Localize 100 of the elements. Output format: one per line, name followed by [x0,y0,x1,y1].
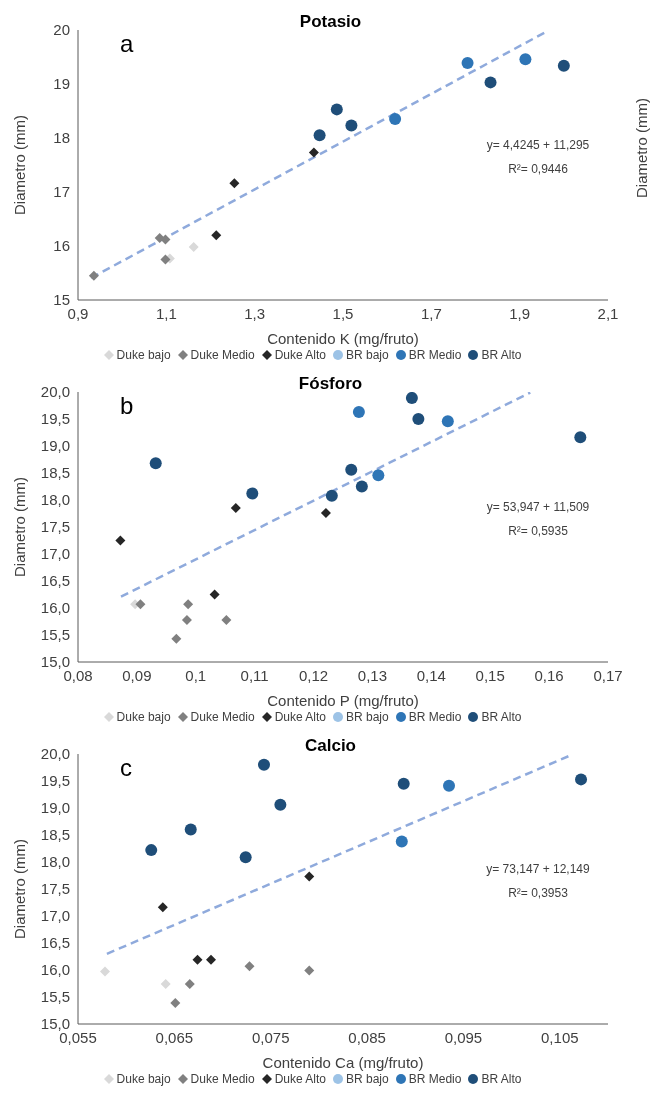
point [170,997,181,1008]
point [484,76,497,89]
y-tick-label: 15,5 [40,626,70,644]
point [330,103,343,116]
point [183,599,194,610]
point [171,633,182,644]
point [192,954,203,965]
x-tick-label: 0,15 [475,666,505,684]
point [205,954,216,965]
point [372,469,385,482]
point [239,851,252,864]
annotation: y= 73,147 + 12,149 [485,862,591,876]
point [355,480,368,493]
legend-label: Duke Alto [274,348,327,362]
y-tick-label: 18 [53,129,70,147]
y-tick-label: 19,0 [40,799,70,817]
y-tick-label: 16,0 [40,599,70,617]
y-tick-label: 19 [53,75,70,93]
point [135,599,146,610]
y-tick-label: 19,5 [40,410,70,428]
point [221,614,232,625]
point [149,457,162,470]
point [397,777,410,790]
x-tick-label: 0,065 [155,1028,194,1046]
point [320,507,331,518]
legend-label: BR Medio [408,1072,462,1086]
y-tick-label: 18,0 [40,853,70,871]
chart-title: Fósforo [298,374,363,393]
y-tick-label: 20,0 [40,383,70,401]
point [308,147,319,158]
point [441,415,454,428]
point [184,823,197,836]
point [160,979,171,990]
legend-label: Duke bajo [116,1072,171,1086]
y-tick-label: 18,5 [40,826,70,844]
point [145,844,158,857]
legend-label: BR bajo [346,1072,389,1086]
y-tick-label: 16,5 [40,934,70,952]
y-tick-label: 17 [53,183,70,201]
point [325,489,338,502]
point [257,758,270,771]
y-axis-title: Diametro (mm) [11,839,29,939]
point [574,431,587,444]
y2-axis-title: Diametro (mm) [633,98,650,198]
point [157,902,168,913]
legend-label: Duke Medio [190,1072,255,1086]
annotation: R²= 0,3953 [507,886,569,900]
legend-label: Duke bajo [116,348,171,362]
legend-label: BR bajo [346,710,389,724]
y-axis-title: Diametro (mm) [11,115,29,215]
y-tick-label: 20,0 [40,745,70,763]
point [519,53,532,66]
x-tick-label: 1,3 [244,304,266,322]
x-axis-title: Contenido K (mg/fruto) [267,330,419,347]
point [115,535,126,546]
x-tick-label: 0,12 [298,666,329,684]
legend-label: Duke Medio [190,348,255,362]
x-tick-label: 0,1 [185,666,207,684]
y-tick-label: 16,5 [40,572,70,590]
point [209,589,220,600]
point [345,463,358,476]
point [184,979,195,990]
point [244,961,255,972]
y-tick-label: 17,0 [40,545,70,563]
x-axis-title: Contenido P (mg/fruto) [267,692,419,709]
legend-label: BR Medio [408,710,462,724]
legend-label: Duke bajo [116,710,171,724]
point [389,113,402,126]
x-tick-label: 1,5 [332,304,354,322]
point [395,835,408,848]
point [461,56,474,69]
legend-label: Duke Alto [274,710,327,724]
y-tick-label: 19,0 [40,437,70,455]
point [181,614,192,625]
legend-label: Duke Alto [274,1072,327,1086]
point [160,254,171,265]
legend-label: BR Alto [481,710,522,724]
point [352,405,365,418]
point [443,779,455,792]
annotation: a [120,30,134,58]
chart-title: Potasio [299,12,362,31]
point [313,129,326,142]
y-tick-label: 17,0 [40,907,70,925]
x-tick-label: 0,17 [593,666,623,684]
legend-label: BR Alto [481,348,522,362]
point [188,242,199,253]
point [345,119,358,132]
point [274,798,287,811]
y-tick-label: 20 [53,21,70,39]
y-tick-label: 18,0 [40,491,70,509]
point [575,773,588,786]
annotation: y= 53,947 + 11,509 [485,500,591,514]
x-tick-label: 1,9 [509,304,531,322]
point [304,965,315,976]
y-tick-label: 16,0 [40,961,70,979]
x-axis-title: Contenido Ca (mg/fruto) [262,1054,424,1071]
x-tick-label: 0,105 [541,1028,579,1046]
x-tick-label: 2,1 [597,304,619,322]
annotation: c [120,754,132,782]
y-tick-label: 17,5 [40,880,70,898]
